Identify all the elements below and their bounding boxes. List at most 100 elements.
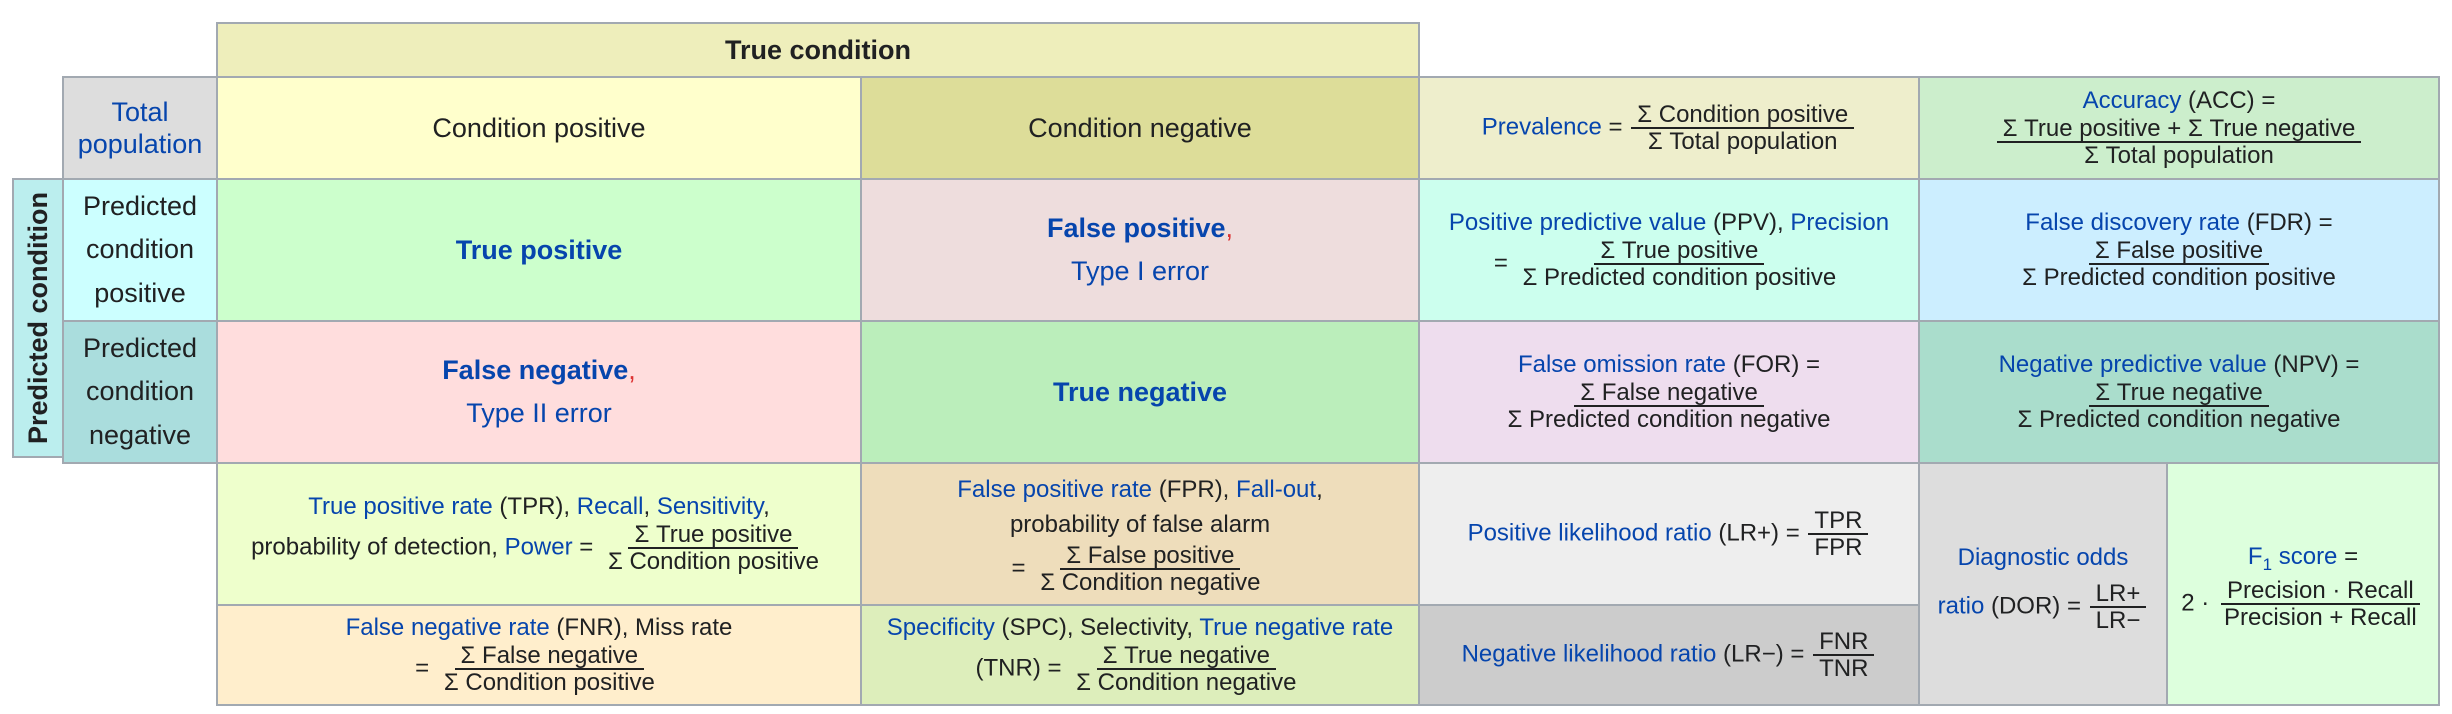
fpr-cell: False positive rate (FPR), Fall-out, pro… xyxy=(860,462,1420,606)
total-population-line2[interactable]: population xyxy=(77,129,203,159)
type-i-error-link[interactable]: Type I error xyxy=(1070,256,1210,286)
sensitivity-link[interactable]: Sensitivity xyxy=(656,493,764,521)
f1-numerator: Precision · Recall xyxy=(2220,578,2420,605)
for-link[interactable]: False omission rate xyxy=(1517,351,1727,379)
tpr-denominator: Σ Condition positive xyxy=(607,548,819,576)
dor-link-line2[interactable]: ratio xyxy=(1937,592,1985,620)
prevalence-link[interactable]: Prevalence xyxy=(1481,113,1602,141)
accuracy-abbr: (ACC) = xyxy=(2181,87,2276,115)
dor-link-line1[interactable]: Diagnostic odds xyxy=(1957,544,2129,572)
for-abbr: (FOR) = xyxy=(1726,351,1821,379)
tnr-cell: Specificity (SPC), Selectivity, True neg… xyxy=(860,604,1420,706)
recall-link[interactable]: Recall xyxy=(576,493,644,521)
lr-positive-abbr: (LR+) = xyxy=(1711,519,1800,547)
tpr-comma: , xyxy=(763,493,770,521)
fnr-link[interactable]: False negative rate xyxy=(345,614,550,642)
prevalence-denominator: Σ Total population xyxy=(1647,128,1838,155)
fpr-abbr: (FPR), xyxy=(1152,476,1237,504)
tpr-numerator: Σ True positive xyxy=(628,522,799,550)
f1-fraction: Precision · Recall Precision + Recall xyxy=(2218,578,2423,630)
fnr-cell: False negative rate (FNR), Miss rate = Σ… xyxy=(216,604,862,706)
predicted-condition-label: Predicted condition xyxy=(22,191,53,445)
predicted-condition-header: Predicted condition xyxy=(12,178,64,458)
ppv-fraction: Σ True positive Σ Predicted condition po… xyxy=(1517,238,1843,292)
pred-pos-line1: Predicted xyxy=(82,191,198,222)
f1-label-rest[interactable]: score xyxy=(2272,542,2338,570)
type-ii-error-link[interactable]: Type II error xyxy=(466,398,612,428)
tpr-link[interactable]: True positive rate xyxy=(308,493,493,521)
for-denominator: Σ Predicted condition negative xyxy=(1507,406,1831,434)
tpr-eq: = xyxy=(572,533,594,561)
true-negative-label[interactable]: True negative xyxy=(1052,376,1228,407)
condition-positive-cell: Condition positive xyxy=(216,76,862,180)
fdr-fraction: Σ False positive Σ Predicted condition p… xyxy=(2016,238,2342,291)
tnr-fraction: Σ True negative Σ Condition negative xyxy=(1070,643,1302,697)
npv-numerator: Σ True negative xyxy=(2089,380,2269,408)
tnr-line2: (TNR) = xyxy=(975,654,1062,682)
fnr-numerator: Σ False negative xyxy=(454,643,645,671)
lr-negative-fraction: FNR TNR xyxy=(1813,629,1875,682)
lr-negative-cell: Negative likelihood ratio (LR−) = FNR TN… xyxy=(1418,604,1920,706)
fall-out-link[interactable]: Fall-out xyxy=(1236,476,1317,504)
false-negative-link[interactable]: False negative xyxy=(442,354,629,385)
ppv-eq: = xyxy=(1493,249,1508,277)
fpr-link[interactable]: False positive rate xyxy=(957,476,1153,504)
f1-link[interactable]: F1 score xyxy=(2247,542,2338,574)
accuracy-link[interactable]: Accuracy xyxy=(2082,87,2182,115)
f1-label[interactable]: F xyxy=(2247,542,2263,570)
condition-positive-label: Condition positive xyxy=(432,112,646,143)
false-positive-link[interactable]: False positive xyxy=(1046,212,1226,243)
true-positive-label[interactable]: True positive xyxy=(455,234,623,265)
f1-subscript[interactable]: 1 xyxy=(2262,554,2273,574)
fdr-link[interactable]: False discovery rate xyxy=(2025,209,2241,237)
lr-negative-link[interactable]: Negative likelihood ratio xyxy=(1461,640,1717,668)
fpr-numerator: Σ False positive xyxy=(1060,542,1241,570)
lr-positive-fraction: TPR FPR xyxy=(1808,508,1869,560)
for-cell: False omission rate (FOR) = Σ False nega… xyxy=(1418,320,1920,464)
true-negative-cell[interactable]: True negative xyxy=(860,320,1420,464)
true-condition-label: True condition xyxy=(725,34,911,65)
dor-numerator: LR+ xyxy=(2089,580,2147,608)
lr-negative-denominator: TNR xyxy=(1819,655,1869,682)
fpr-comma: , xyxy=(1316,476,1323,504)
precision-link[interactable]: Precision xyxy=(1790,209,1890,237)
tnr-denominator: Σ Condition negative xyxy=(1076,669,1297,697)
dor-abbr: (DOR) = xyxy=(1984,592,2081,620)
lr-positive-numerator: TPR xyxy=(1808,508,1869,535)
total-population-line1[interactable]: Total xyxy=(111,96,169,127)
true-positive-cell[interactable]: True positive xyxy=(216,178,862,322)
f1-denominator: Precision + Recall xyxy=(2223,603,2417,631)
tnr-abbr: (SPC), Selectivity, xyxy=(994,614,1200,642)
npv-abbr: (NPV) = xyxy=(2266,351,2360,379)
f1-prefix: 2 · xyxy=(2181,589,2216,617)
tpr-abbr: (TPR), xyxy=(492,493,577,521)
pred-neg-line1: Predicted xyxy=(82,333,198,364)
ppv-denominator: Σ Predicted condition positive xyxy=(1522,264,1837,292)
predicted-condition-positive-cell: Predicted condition positive xyxy=(62,178,218,322)
fnr-denominator: Σ Condition positive xyxy=(443,669,655,697)
total-population-cell[interactable]: Total population xyxy=(62,76,218,180)
f1-eq: = xyxy=(2337,542,2359,570)
tnr-numerator: Σ True negative xyxy=(1096,643,1277,671)
ppv-abbr: (PPV), xyxy=(1706,209,1791,237)
dor-cell: Diagnostic odds ratio (DOR) = LR+ LR− xyxy=(1918,462,2168,706)
fpr-fraction: Σ False positive Σ Condition negative xyxy=(1034,542,1266,595)
npv-link[interactable]: Negative predictive value xyxy=(1998,351,2267,379)
npv-fraction: Σ True negative Σ Predicted condition ne… xyxy=(2011,380,2346,433)
accuracy-cell: Accuracy (ACC) = Σ True positive + Σ Tru… xyxy=(1918,76,2440,180)
ppv-link[interactable]: Positive predictive value xyxy=(1448,209,1707,237)
false-positive-comma: , xyxy=(1225,212,1234,243)
lr-negative-abbr: (LR−) = xyxy=(1716,640,1805,668)
npv-cell: Negative predictive value (NPV) = Σ True… xyxy=(1918,320,2440,464)
prevalence-numerator: Σ Condition positive xyxy=(1631,102,1855,129)
dor-fraction: LR+ LR− xyxy=(2089,580,2147,633)
specificity-link[interactable]: Specificity xyxy=(886,614,995,642)
accuracy-fraction: Σ True positive + Σ True negative Σ Tota… xyxy=(1996,116,2362,169)
fdr-numerator: Σ False positive xyxy=(2088,238,2270,266)
false-positive-cell: False positive, Type I error xyxy=(860,178,1420,322)
prevalence-eq: = xyxy=(1608,113,1623,141)
lr-positive-link[interactable]: Positive likelihood ratio xyxy=(1467,519,1712,547)
power-link[interactable]: Power xyxy=(504,533,573,561)
tnr-link[interactable]: True negative rate xyxy=(1199,614,1394,642)
fdr-abbr: (FDR) = xyxy=(2240,209,2333,237)
